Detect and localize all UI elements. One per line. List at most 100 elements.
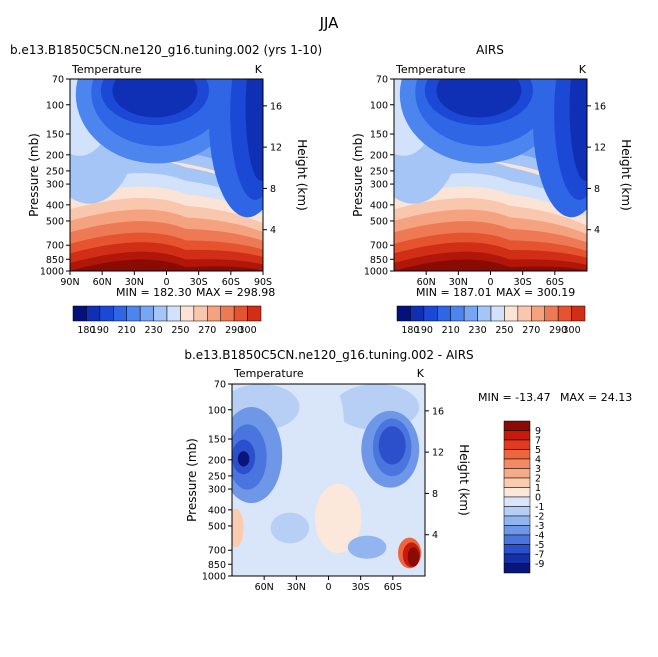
colorbar-swatch bbox=[207, 305, 221, 322]
colorbar-swatch bbox=[503, 439, 531, 450]
y2-tick-label: 12 bbox=[270, 143, 282, 154]
panel-diff-subtitle: b.e13.B1850C5CN.ne120_g16.tuning.002 - A… bbox=[184, 348, 473, 362]
colorbar-label: 7 bbox=[535, 436, 541, 447]
temperature-contour bbox=[112, 79, 198, 118]
panel-diff-units: K bbox=[417, 367, 425, 380]
x-tick-label: 90S bbox=[254, 277, 272, 288]
colorbar-swatch bbox=[490, 305, 505, 322]
colorbar-swatch bbox=[503, 534, 531, 545]
y2-tick-label: 16 bbox=[594, 101, 606, 112]
x-tick-label: 60N bbox=[255, 582, 274, 593]
colorbar-label: 1 bbox=[535, 483, 541, 494]
colorbar-label: -2 bbox=[535, 512, 544, 523]
colorbar-swatch bbox=[166, 305, 181, 322]
colorbar-swatch bbox=[72, 305, 87, 322]
colorbar-swatch bbox=[503, 544, 531, 555]
colorbar-swatch bbox=[504, 305, 519, 322]
difference-contour bbox=[270, 512, 310, 544]
colorbar-swatch bbox=[423, 305, 438, 322]
colorbar-swatch bbox=[220, 305, 235, 322]
colorbar-swatch bbox=[503, 563, 531, 574]
x-tick-label: 0 bbox=[487, 277, 493, 288]
y-tick-label: 200 bbox=[370, 150, 388, 161]
colorbar-label: -7 bbox=[535, 550, 544, 561]
colorbar-swatch bbox=[557, 305, 572, 322]
panel-model-y2label: Height (km) bbox=[295, 139, 309, 210]
colorbar-swatch bbox=[477, 305, 492, 322]
temperature-contour bbox=[436, 79, 522, 118]
x-tick-label: 30N bbox=[125, 277, 144, 288]
y-tick-label: 700 bbox=[370, 241, 388, 252]
y-tick-label: 1000 bbox=[40, 267, 64, 278]
colorbar-label: -1 bbox=[535, 502, 544, 513]
difference-contour bbox=[314, 483, 362, 553]
panel-obs-min: MIN = 187.01 bbox=[416, 286, 492, 299]
temperature-contour bbox=[569, 79, 587, 181]
colorbar-label: 4 bbox=[535, 455, 541, 466]
colorbar-swatch bbox=[463, 305, 478, 322]
y2-tick-label: 4 bbox=[270, 225, 276, 236]
x-tick-label: 60S bbox=[546, 277, 564, 288]
colorbar-label: 0 bbox=[535, 493, 541, 504]
panel-diff-ylabel: Pressure (mb) bbox=[185, 438, 199, 522]
colorbar-swatch bbox=[437, 305, 451, 322]
panel-model-variable: Temperature bbox=[71, 63, 142, 76]
colorbar-label: 190 bbox=[415, 325, 433, 336]
x-tick-label: 90N bbox=[60, 277, 79, 288]
y-tick-label: 150 bbox=[370, 130, 388, 141]
panel-model: b.e13.B1850C5CN.ne120_g16.tuning.002 (yr… bbox=[10, 43, 322, 336]
panel-diff-variable: Temperature bbox=[233, 367, 304, 380]
y2-tick-label: 4 bbox=[432, 530, 438, 541]
colorbar-swatch bbox=[193, 305, 208, 322]
colorbar-swatch bbox=[503, 430, 531, 441]
y-tick-label: 300 bbox=[370, 180, 388, 191]
y2-tick-label: 12 bbox=[594, 143, 606, 154]
difference-contour bbox=[347, 535, 387, 559]
colorbar-label: 270 bbox=[522, 325, 540, 336]
colorbar-swatch bbox=[544, 305, 559, 322]
colorbar-label: 190 bbox=[91, 325, 109, 336]
y-tick-label: 850 bbox=[370, 255, 388, 266]
colorbar-swatch bbox=[139, 305, 154, 322]
panel-model-ylabel: Pressure (mb) bbox=[27, 133, 41, 217]
colorbar-swatch bbox=[531, 305, 545, 322]
y-tick-label: 150 bbox=[208, 435, 226, 446]
difference-contour bbox=[232, 508, 244, 548]
y-tick-label: 300 bbox=[46, 180, 64, 191]
y2-tick-label: 16 bbox=[432, 406, 444, 417]
y-tick-label: 400 bbox=[370, 200, 388, 211]
difference-contour bbox=[407, 547, 420, 567]
y-tick-label: 100 bbox=[208, 405, 226, 416]
colorbar-swatch bbox=[113, 305, 127, 322]
y-tick-label: 70 bbox=[214, 380, 226, 391]
panel-obs-y2label: Height (km) bbox=[619, 139, 633, 210]
y-tick-label: 200 bbox=[208, 455, 226, 466]
y2-tick-label: 12 bbox=[432, 448, 444, 459]
panel-model-units: K bbox=[255, 63, 263, 76]
y2-tick-label: 8 bbox=[270, 184, 276, 195]
y-tick-label: 400 bbox=[46, 200, 64, 211]
colorbar-label: -4 bbox=[535, 531, 544, 542]
y-tick-label: 100 bbox=[370, 100, 388, 111]
x-tick-label: 0 bbox=[325, 582, 331, 593]
colorbar-label: 300 bbox=[239, 325, 257, 336]
colorbar-swatch bbox=[503, 449, 531, 460]
colorbar-label: 180 bbox=[77, 325, 95, 336]
colorbar-swatch bbox=[503, 515, 531, 526]
panel-obs-variable: Temperature bbox=[395, 63, 466, 76]
x-tick-label: 60S bbox=[384, 582, 402, 593]
colorbar-swatch bbox=[503, 506, 531, 517]
y-tick-label: 700 bbox=[46, 241, 64, 252]
y-tick-label: 70 bbox=[376, 75, 388, 86]
panel-diff-y2label: Height (km) bbox=[457, 444, 471, 515]
colorbar-label: 300 bbox=[563, 325, 581, 336]
difference-contour bbox=[237, 451, 250, 467]
colorbar-label: 250 bbox=[495, 325, 513, 336]
x-tick-label: 30S bbox=[190, 277, 208, 288]
